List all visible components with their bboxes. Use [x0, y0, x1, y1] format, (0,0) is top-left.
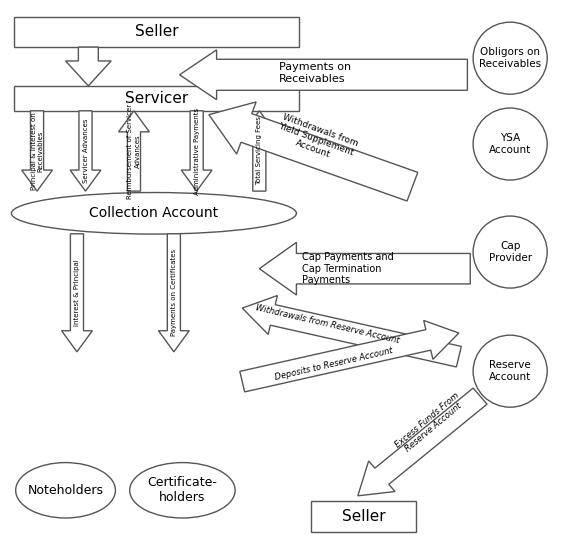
Text: Deposits to Reserve Account: Deposits to Reserve Account	[274, 346, 393, 382]
Text: Seller: Seller	[135, 24, 178, 39]
Text: Obligors on
Receivables: Obligors on Receivables	[479, 48, 541, 69]
Text: Excess Funds From
Reserve Account: Excess Funds From Reserve Account	[393, 391, 467, 457]
FancyBboxPatch shape	[14, 86, 299, 111]
Text: Payments on
Receivables: Payments on Receivables	[279, 63, 352, 84]
Text: Certificate-
holders: Certificate- holders	[148, 476, 217, 504]
Polygon shape	[242, 295, 461, 367]
Text: Noteholders: Noteholders	[27, 484, 104, 497]
Circle shape	[473, 216, 547, 288]
Polygon shape	[181, 111, 212, 191]
Text: Interest & Principal: Interest & Principal	[74, 259, 80, 326]
Circle shape	[473, 335, 547, 407]
Text: YSA
Account: YSA Account	[489, 134, 531, 155]
Polygon shape	[209, 102, 418, 201]
Text: Reimbursement of Servicer
Advances: Reimbursement of Servicer Advances	[128, 104, 140, 198]
Polygon shape	[358, 388, 487, 496]
Text: Servicer Advances: Servicer Advances	[83, 119, 88, 183]
FancyBboxPatch shape	[14, 17, 299, 47]
Text: Payments on Certificates: Payments on Certificates	[171, 249, 177, 336]
Text: Total Servicing Fees: Total Servicing Fees	[256, 116, 262, 186]
Polygon shape	[158, 234, 189, 352]
Polygon shape	[240, 320, 459, 392]
Circle shape	[473, 108, 547, 180]
FancyBboxPatch shape	[311, 501, 416, 532]
Text: Withdrawals from Reserve Account: Withdrawals from Reserve Account	[255, 303, 401, 345]
Text: Servicer: Servicer	[125, 91, 188, 106]
Polygon shape	[180, 50, 467, 100]
Ellipse shape	[11, 193, 296, 234]
Text: Reserve
Account: Reserve Account	[489, 361, 531, 382]
Text: Collection Account: Collection Account	[89, 206, 218, 220]
Text: Cap Payments and
Cap Termination
Payments: Cap Payments and Cap Termination Payment…	[302, 252, 394, 285]
Text: Administrative Payments: Administrative Payments	[194, 107, 199, 194]
Text: Cap
Provider: Cap Provider	[488, 242, 532, 263]
Polygon shape	[66, 47, 111, 86]
Polygon shape	[70, 111, 101, 191]
Text: Principal & Interest on
Receivables: Principal & Interest on Receivables	[31, 112, 43, 190]
Polygon shape	[119, 111, 149, 191]
Polygon shape	[62, 234, 92, 352]
Polygon shape	[22, 111, 52, 191]
Text: Withdrawals from
Yield Supplement
Account: Withdrawals from Yield Supplement Accoun…	[274, 112, 359, 167]
Polygon shape	[244, 111, 275, 191]
Text: Seller: Seller	[341, 509, 385, 524]
Ellipse shape	[130, 463, 235, 518]
Ellipse shape	[15, 463, 115, 518]
Circle shape	[473, 22, 547, 94]
Polygon shape	[259, 243, 470, 295]
